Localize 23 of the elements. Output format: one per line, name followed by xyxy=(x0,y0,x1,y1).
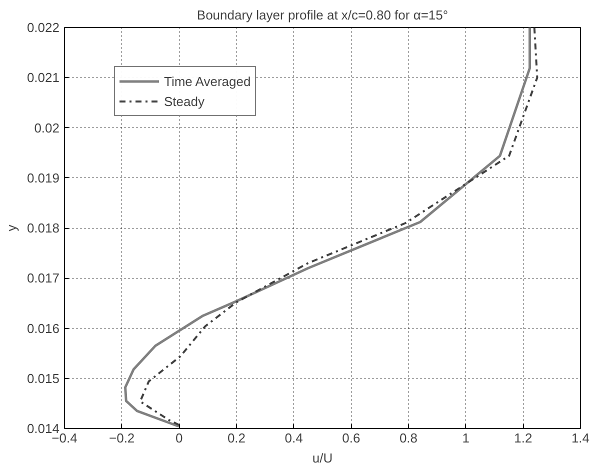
x-tick-label: 1.4 xyxy=(571,430,590,446)
y-tick-label: 0.016 xyxy=(26,320,60,336)
y-tick-label: 0.017 xyxy=(26,270,60,286)
x-tick-label: 0.6 xyxy=(342,430,360,446)
legend-label: Time Averaged xyxy=(164,74,251,88)
x-axis-title: u/U xyxy=(312,450,333,466)
y-axis-title: y xyxy=(4,224,19,232)
x-tick-label: 0.2 xyxy=(227,430,246,446)
x-tick-label: 0.8 xyxy=(399,430,418,446)
y-tick-label: 0.015 xyxy=(26,370,60,386)
y-tick-label: 0.014 xyxy=(26,421,60,436)
x-tick-label: 0.4 xyxy=(284,430,303,446)
y-tick-label: 0.018 xyxy=(26,220,60,236)
x-tick-label: −0.2 xyxy=(109,430,135,446)
y-tick-label: 0.021 xyxy=(26,70,60,86)
y-tick-label: 0.02 xyxy=(34,120,60,136)
x-tick-label: 0 xyxy=(176,430,183,446)
x-tick-label: 1 xyxy=(462,430,470,446)
chart-title: Boundary layer profile at x/c=0.80 for α=15° xyxy=(196,8,448,22)
y-tick-label: 0.019 xyxy=(26,170,60,186)
x-tick-label: 1.2 xyxy=(514,430,532,446)
y-tick-label: 0.022 xyxy=(26,20,60,35)
legend-label: Steady xyxy=(164,94,204,108)
